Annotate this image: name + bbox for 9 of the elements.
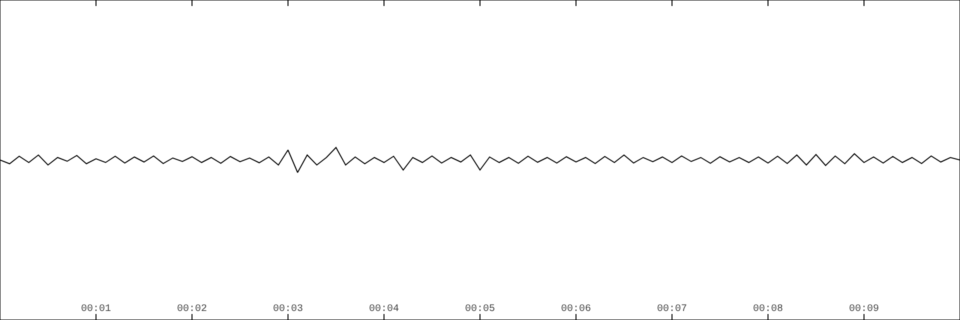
x-tick-label: 00:04 bbox=[368, 304, 400, 315]
x-tick-label: 00:02 bbox=[176, 304, 208, 315]
x-tick-label: 00:07 bbox=[656, 304, 688, 315]
x-tick-label: 00:08 bbox=[752, 304, 784, 315]
x-tick-label: 00:03 bbox=[272, 304, 304, 315]
x-tick-label: 00:09 bbox=[848, 304, 880, 315]
x-tick-label: 00:06 bbox=[560, 304, 592, 315]
x-tick-label: 00:01 bbox=[80, 304, 112, 315]
x-tick-label: 00:05 bbox=[464, 304, 496, 315]
